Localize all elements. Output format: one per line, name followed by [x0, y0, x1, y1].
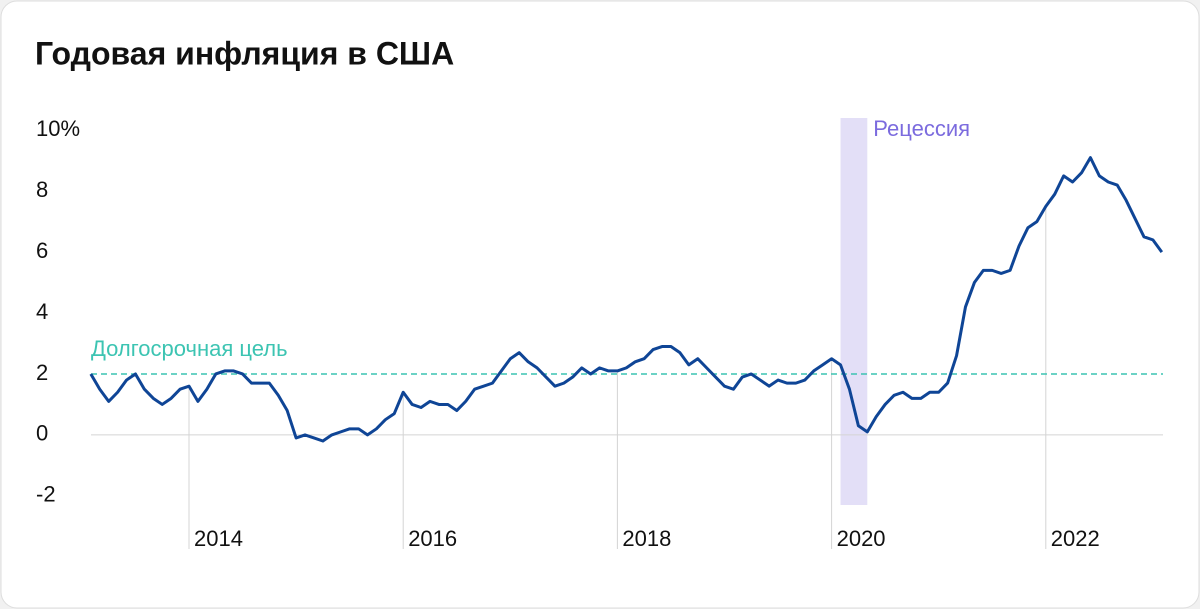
target-label: Долгосрочная цель [91, 336, 288, 361]
x-tick-label: 2018 [622, 526, 671, 551]
y-tick-label: 4 [36, 299, 48, 324]
chart-title: Годовая инфляция в США [35, 35, 454, 71]
y-tick-label: 8 [36, 177, 48, 202]
x-tick-label: 2016 [408, 526, 457, 551]
recession-label: Рецессия [873, 116, 970, 141]
y-tick-label: 6 [36, 238, 48, 263]
data-line [89, 156, 1164, 443]
y-tick-label: -2 [36, 482, 56, 507]
x-tick-label: 2014 [194, 526, 243, 551]
x-tick-label: 2022 [1051, 526, 1100, 551]
y-tick-label: 0 [36, 421, 48, 446]
x-tick-label: 2020 [837, 526, 886, 551]
recession-band [840, 118, 868, 505]
y-tick-label: 2 [36, 360, 48, 385]
y-tick-label: 10% [36, 116, 80, 141]
